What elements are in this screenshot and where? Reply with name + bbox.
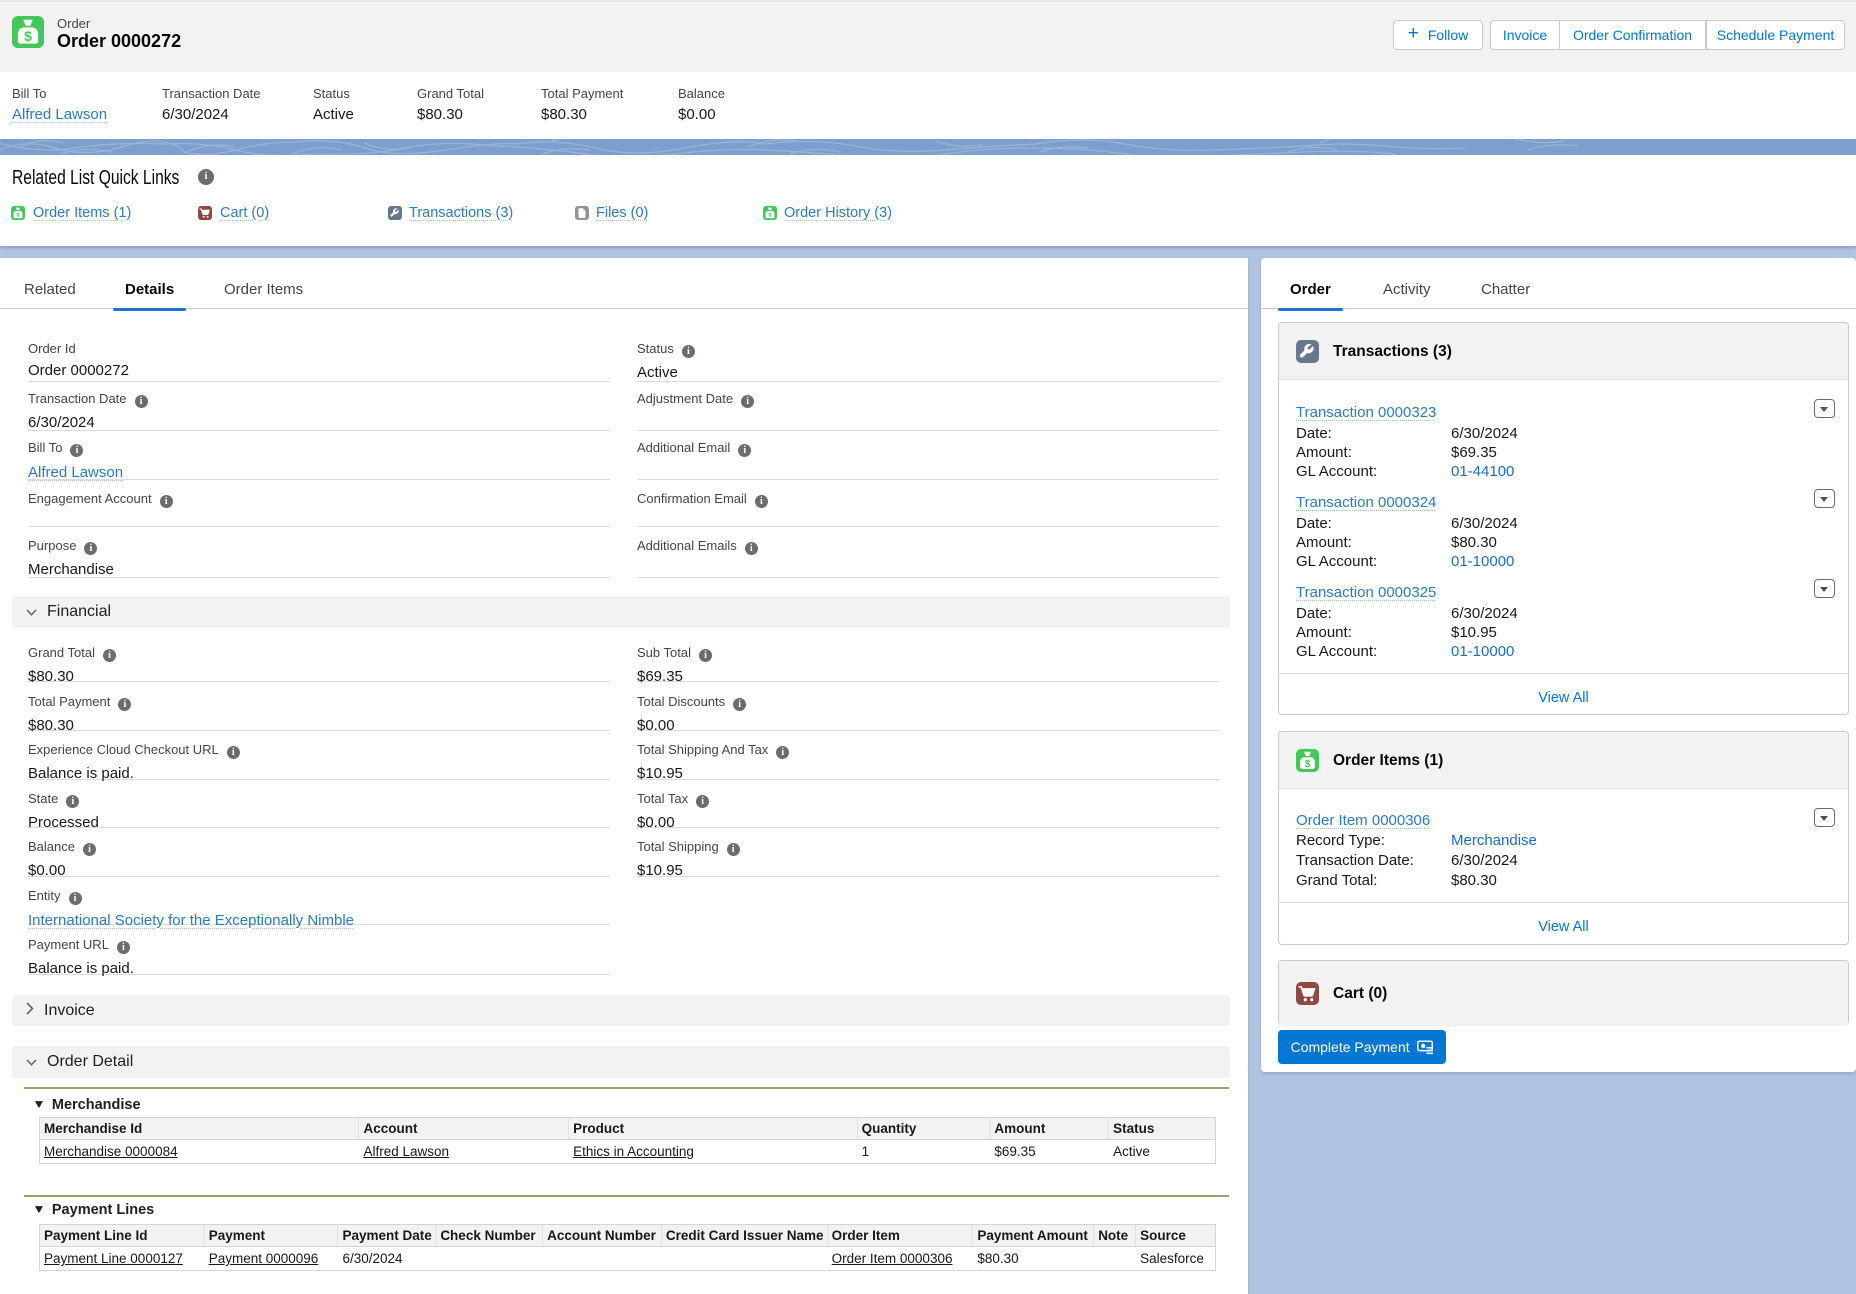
svg-text:$: $ bbox=[1305, 759, 1311, 770]
svg-text:$: $ bbox=[17, 213, 20, 219]
svg-text:$: $ bbox=[24, 28, 32, 44]
svg-text:$: $ bbox=[769, 213, 772, 219]
